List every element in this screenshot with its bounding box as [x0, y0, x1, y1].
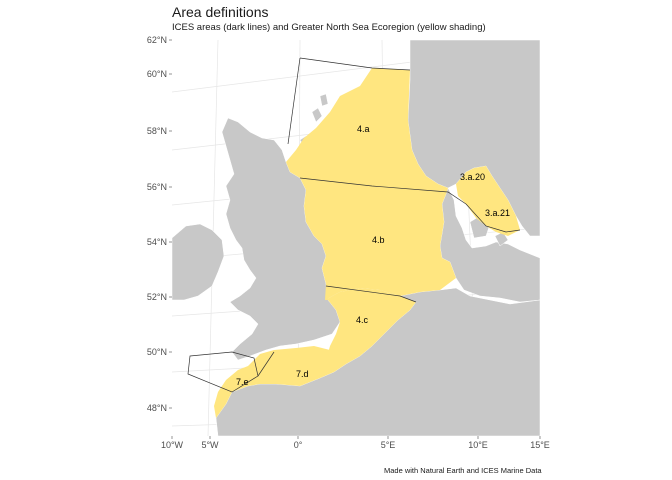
area-label-4c: 4.c [356, 315, 369, 325]
x-tick-label: 10°W [161, 440, 184, 450]
area-label-3a20: 3.a.20 [460, 172, 485, 182]
ecoregion-shading [214, 68, 520, 418]
area-label-4b: 4.b [372, 235, 385, 245]
y-tick-label: 60°N [147, 69, 167, 79]
area-label-3a21: 3.a.21 [485, 208, 510, 218]
map-title: Area definitions [172, 4, 269, 20]
x-tick-label: 5°W [201, 440, 219, 450]
y-tick-label: 50°N [147, 347, 167, 357]
x-tick-label: 0° [294, 440, 303, 450]
y-tick-label: 62°N [147, 35, 167, 45]
y-tick-label: 48°N [147, 403, 167, 413]
area-label-7d: 7.d [296, 369, 309, 379]
area-label-7e: 7.e [236, 377, 249, 387]
x-tick-label: 15°E [530, 440, 550, 450]
land [171, 39, 541, 437]
y-tick-label: 54°N [147, 237, 167, 247]
x-axis [171, 436, 541, 439]
ices-area-lines [187, 57, 521, 393]
x-tick-label: 5°E [381, 440, 396, 450]
y-tick-label: 52°N [147, 292, 167, 302]
map-subtitle: ICES areas (dark lines) and Greater Nort… [172, 22, 486, 33]
y-axis [169, 39, 172, 409]
area-label-4a: 4.a [357, 124, 370, 134]
x-tick-label: 10°E [468, 440, 488, 450]
map-caption: Made with Natural Earth and ICES Marine … [384, 466, 542, 475]
y-tick-label: 56°N [147, 182, 167, 192]
y-tick-label: 58°N [147, 126, 167, 136]
